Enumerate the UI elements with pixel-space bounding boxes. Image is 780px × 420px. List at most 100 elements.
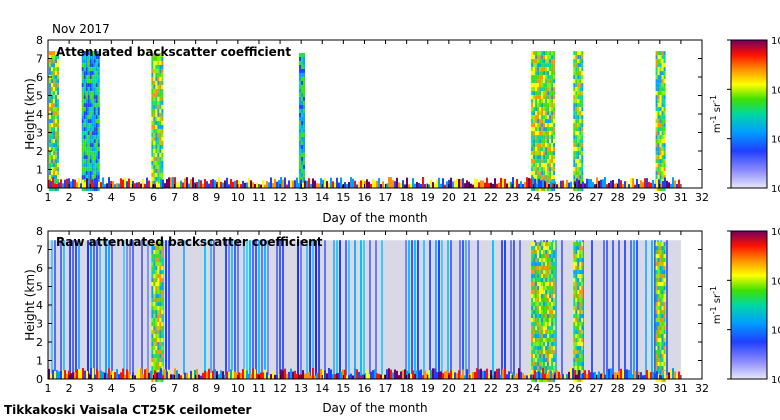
signal-cell — [155, 88, 158, 93]
boundary-layer-cell — [168, 369, 170, 379]
signal-cell — [541, 75, 544, 80]
signal-cell — [87, 123, 90, 128]
signal-cell — [573, 63, 576, 68]
signal-cell — [531, 87, 534, 92]
x-tick-label: 2 — [66, 191, 73, 204]
signal-cell — [153, 270, 156, 275]
signal-cell — [151, 270, 154, 275]
y-tick-label: 7 — [36, 244, 43, 257]
x-tick-label: 16 — [357, 191, 371, 204]
signal-cell — [553, 171, 556, 176]
signal-cell — [531, 107, 534, 112]
boundary-layer-cell — [144, 183, 146, 188]
boundary-layer-cell — [432, 182, 434, 188]
boundary-layer-cell — [514, 180, 516, 188]
signal-cell — [537, 378, 540, 383]
boundary-layer-cell — [416, 182, 418, 188]
signal-cell — [49, 103, 52, 108]
signal-cell — [659, 254, 662, 259]
signal-cell — [543, 290, 546, 295]
boundary-layer-cell — [62, 183, 64, 188]
boundary-layer-cell — [284, 177, 286, 188]
signal-cell — [543, 91, 546, 96]
signal-cell — [553, 119, 556, 124]
boundary-layer-cell — [450, 177, 452, 188]
signal-cell — [661, 59, 664, 64]
signal-cell — [659, 171, 662, 176]
signal-cell — [155, 290, 158, 295]
x-tick-label: 12 — [273, 382, 287, 395]
signal-cell — [161, 52, 164, 57]
signal-cell — [55, 163, 58, 168]
signal-cell — [299, 176, 302, 181]
signal-cell — [161, 128, 164, 133]
signal-cell — [581, 99, 584, 104]
colorbar-ticks: 10-410-510-610-7 — [727, 36, 780, 195]
signal-cell — [155, 262, 158, 267]
signal-cell — [151, 100, 154, 105]
signal-cell — [157, 132, 160, 137]
signal-cell — [531, 298, 534, 303]
signal-cell — [161, 338, 164, 343]
signal-cell — [97, 179, 100, 184]
signal-cell — [535, 155, 538, 160]
boundary-layer-cell — [352, 178, 354, 188]
signal-cell — [151, 354, 154, 359]
boundary-layer-cell — [446, 370, 448, 379]
boundary-layer-cell — [636, 374, 638, 379]
signal-cell — [657, 278, 660, 283]
boundary-layer-cell — [484, 182, 486, 188]
signal-cell — [153, 346, 156, 351]
signal-cell — [151, 246, 154, 251]
signal-cell — [543, 366, 546, 371]
signal-cell — [663, 338, 666, 343]
signal-cell — [93, 95, 96, 100]
signal-cell — [97, 131, 100, 136]
signal-cell — [157, 168, 160, 173]
signal-cell — [657, 143, 660, 148]
signal-cell — [153, 144, 156, 149]
signal-cell — [533, 99, 536, 104]
signal-cell — [661, 350, 664, 355]
signal-cell — [575, 115, 578, 120]
signal-cell — [157, 270, 160, 275]
boundary-layer-cell — [50, 373, 52, 379]
boundary-layer-cell — [506, 374, 508, 379]
boundary-layer-cell — [506, 183, 508, 188]
signal-cell — [151, 140, 154, 145]
boundary-layer-cell — [256, 373, 258, 379]
signal-cell — [53, 119, 56, 124]
boundary-layer-cell — [334, 182, 336, 188]
signal-cell — [577, 159, 580, 164]
boundary-layer-cell — [434, 183, 436, 188]
signal-cell — [545, 167, 548, 172]
signal-cell — [153, 318, 156, 323]
signal-cell — [57, 67, 60, 72]
signal-cell — [537, 306, 540, 311]
signal-cell — [89, 83, 92, 88]
signal-cell — [655, 187, 658, 192]
signal-cell — [547, 302, 550, 307]
signal-cell — [553, 338, 556, 343]
signal-cell — [581, 91, 584, 96]
signal-cell — [151, 322, 154, 327]
boundary-layer-cell — [218, 374, 220, 379]
boundary-layer-cell — [640, 372, 642, 379]
signal-cell — [577, 378, 580, 383]
signal-cell — [575, 334, 578, 339]
signal-cell — [659, 139, 662, 144]
signal-cell — [553, 294, 556, 299]
noise-column — [429, 240, 431, 379]
signal-cell — [577, 290, 580, 295]
signal-cell — [151, 92, 154, 97]
signal-cell — [581, 318, 584, 323]
signal-cell — [535, 87, 538, 92]
signal-cell — [553, 55, 556, 60]
signal-cell — [655, 366, 658, 371]
signal-cell — [553, 378, 556, 383]
signal-cell — [49, 111, 52, 116]
signal-cell — [85, 71, 88, 76]
boundary-layer-cell — [196, 369, 198, 379]
signal-cell — [535, 99, 538, 104]
signal-cell — [535, 246, 538, 251]
